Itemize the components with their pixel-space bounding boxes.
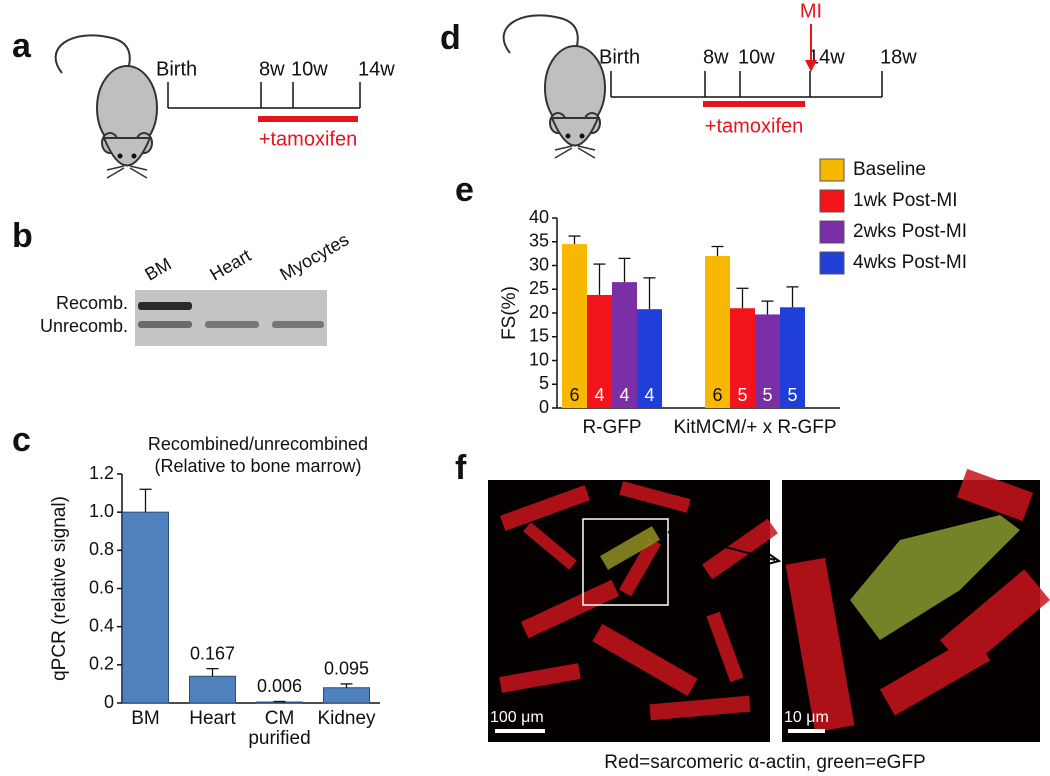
legend-swatch xyxy=(819,251,845,275)
annotation: 0.006 xyxy=(257,676,302,696)
x-tick-label: CM purified xyxy=(248,709,311,749)
bar xyxy=(637,309,662,408)
annotation: 0.167 xyxy=(190,643,235,663)
x-tick-label-box: Kidney xyxy=(317,709,376,729)
sample-size: 5 xyxy=(737,385,747,405)
y-tick-label: 40 xyxy=(529,207,549,227)
x-tick-label-box: Heart xyxy=(189,709,236,729)
marker-arrow-head xyxy=(805,60,817,72)
y-tick-label: 0.6 xyxy=(89,577,114,597)
mouse-icon xyxy=(502,14,606,159)
sample-size: 6 xyxy=(712,385,722,405)
timeline-label: Birth xyxy=(156,58,197,80)
timeline-label: 10w xyxy=(291,58,328,80)
bar xyxy=(705,256,730,408)
bar xyxy=(612,282,637,408)
bar xyxy=(780,307,805,408)
lane-label: Myocytes xyxy=(276,229,352,284)
legend-swatch xyxy=(819,189,845,213)
scale-bar-label: 100 μm xyxy=(490,709,544,726)
y-axis-label: FS(%) xyxy=(499,286,520,340)
y-axis-label: qPCR (relative signal) xyxy=(49,496,70,681)
bar xyxy=(189,675,236,704)
chart-title: Recombined/unrecombined xyxy=(148,434,368,454)
treatment-label: +tamoxifen xyxy=(259,128,357,150)
panel-label: d xyxy=(440,19,461,57)
timeline-label: 14w xyxy=(358,58,395,80)
y-tick-label: 0 xyxy=(539,397,549,417)
y-tick-label: 15 xyxy=(529,326,549,346)
legend-label: Baseline xyxy=(853,159,926,180)
sample-size: 4 xyxy=(594,385,604,405)
micrograph-left xyxy=(488,480,782,742)
y-tick-label: 0.4 xyxy=(89,615,114,635)
sample-size: 4 xyxy=(619,385,629,405)
band-label: Unrecomb. xyxy=(40,316,128,336)
mouse-icon xyxy=(54,34,158,179)
bar xyxy=(256,701,303,704)
y-tick-label: 10 xyxy=(529,349,549,369)
bar xyxy=(323,687,370,704)
panel-label: e xyxy=(455,171,474,209)
panel-label: b xyxy=(12,217,33,255)
panel-label: f xyxy=(455,449,467,487)
band-label: Recomb. xyxy=(56,293,128,313)
x-tick-label: KitMCM/+ x R-GFP xyxy=(673,417,836,438)
scale-bar-label: 10 μm xyxy=(784,709,829,726)
timeline-label: 10w xyxy=(738,46,775,68)
y-tick-label: 1.2 xyxy=(89,463,114,483)
sample-size: 5 xyxy=(787,385,797,405)
bar xyxy=(755,314,780,408)
y-tick-label: 35 xyxy=(529,231,549,251)
y-tick-label: 0.2 xyxy=(89,654,114,674)
bar xyxy=(122,511,169,704)
event-marker: MI xyxy=(800,0,822,22)
y-tick-label: 30 xyxy=(529,254,549,274)
x-tick-label: BM xyxy=(131,709,160,729)
panel-label: c xyxy=(12,421,31,459)
timeline-label: 8w xyxy=(703,46,729,68)
gel xyxy=(135,290,327,346)
y-tick-label: 5 xyxy=(539,373,549,393)
chart-subtitle: (Relative to bone marrow) xyxy=(154,456,361,476)
y-tick-label: 20 xyxy=(529,302,549,322)
annotation: 0.095 xyxy=(324,659,369,679)
x-tick-label: Heart xyxy=(189,709,236,729)
lane-label: BM xyxy=(141,254,174,285)
caption: Red=sarcomeric α-actin, green=eGFP xyxy=(604,752,925,773)
bar xyxy=(587,294,612,408)
legend-label: 4wks Post-MI xyxy=(853,252,967,273)
treatment-label: +tamoxifen xyxy=(705,115,803,137)
y-tick-label: 0 xyxy=(104,692,114,712)
y-tick-label: 1.0 xyxy=(89,501,114,521)
y-tick-label: 25 xyxy=(529,278,549,298)
sample-size: 6 xyxy=(569,385,579,405)
timeline-label: 18w xyxy=(880,46,917,68)
sample-size: 5 xyxy=(762,385,772,405)
legend-swatch xyxy=(819,220,845,244)
x-tick-label-box: BM xyxy=(131,709,160,729)
legend-label: 2wks Post-MI xyxy=(853,221,967,242)
legend-swatch xyxy=(819,158,845,182)
bar xyxy=(730,308,755,408)
micrograph-right xyxy=(782,468,1050,742)
y-tick-label: 0.8 xyxy=(89,539,114,559)
legend-label: 1wk Post-MI xyxy=(853,190,958,211)
lane-label: Heart xyxy=(206,245,254,284)
x-tick-label: Kidney xyxy=(317,709,376,729)
sample-size: 4 xyxy=(644,385,654,405)
x-tick-label-box: CM purified xyxy=(248,709,311,749)
timeline-label: 8w xyxy=(259,58,285,80)
timeline-label: 14w xyxy=(808,46,845,68)
panel-label: a xyxy=(12,27,32,65)
x-tick-label: R-GFP xyxy=(582,417,641,438)
bar xyxy=(562,244,587,408)
timeline-label: Birth xyxy=(599,46,640,68)
